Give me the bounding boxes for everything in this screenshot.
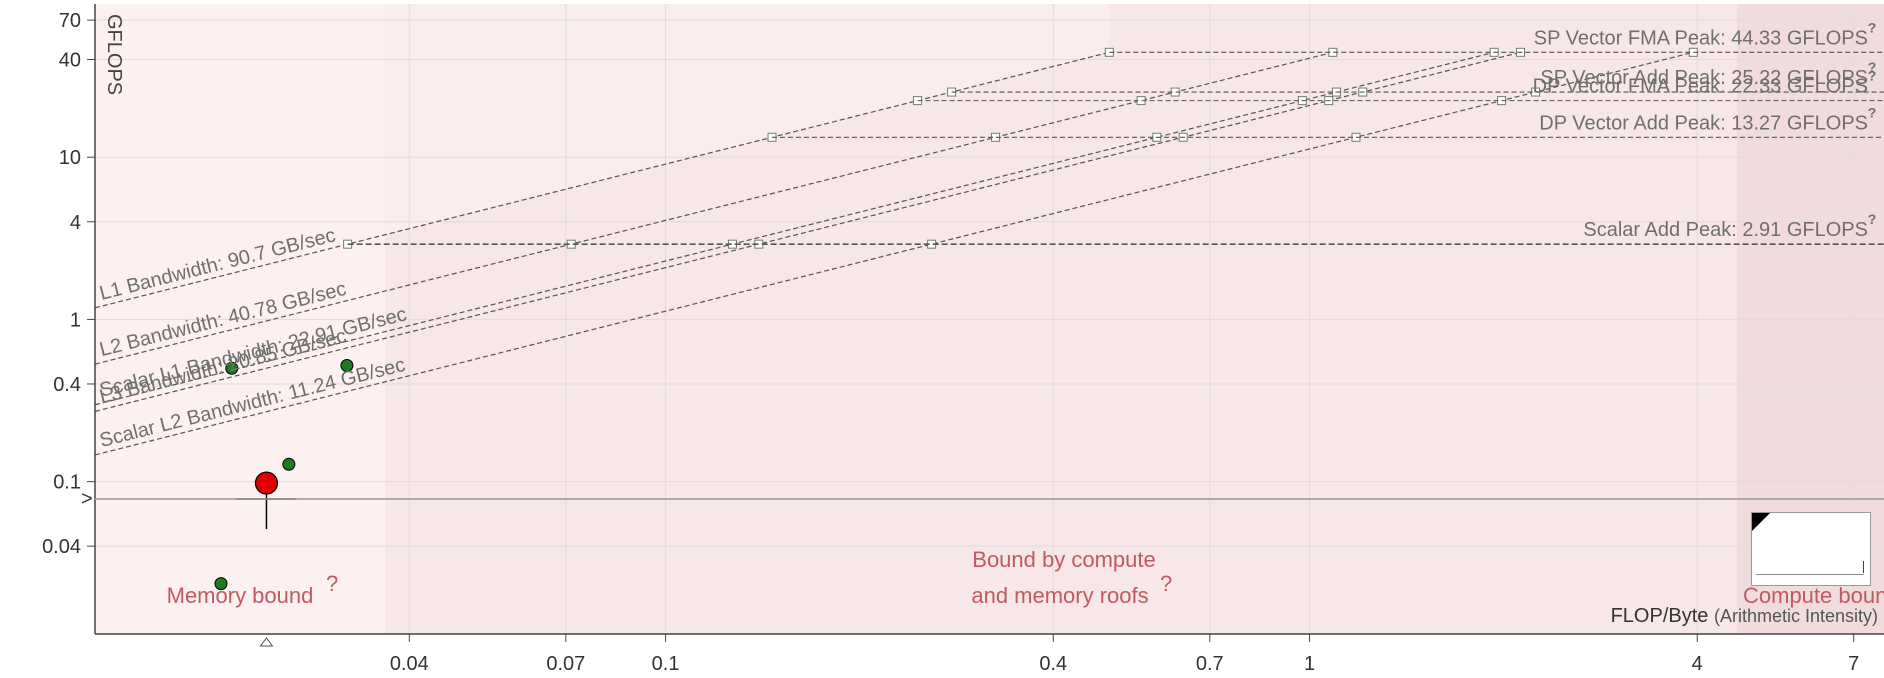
- y-tick-label-1: 1: [70, 309, 81, 331]
- memory-bound-label: Memory bound: [167, 583, 314, 608]
- tick-labels: 0.04 0.07 0.1 0.4 0.7 1 4 7 0.04 0.1 0.4 1 4 10 40 70: [42, 10, 1859, 675]
- y-tick-label-4: 4: [70, 212, 81, 234]
- memory-roof-scalar-l1-bandwidth-22-91-gb-sec[interactable]: [94, 51, 1495, 406]
- roof-help-icon[interactable]: ?: [1868, 19, 1877, 35]
- x-tick-label-0-07: 0.07: [546, 653, 585, 675]
- x-axis-title-paren: (Arithmetic Intensity): [1714, 606, 1878, 626]
- threshold-handle-icon[interactable]: >: [81, 488, 93, 510]
- chart-minimap[interactable]: [1751, 512, 1871, 586]
- mixed-bound-label-line2: and memory roofs: [971, 583, 1148, 608]
- minimap-corner-icon: [1752, 513, 1770, 531]
- memory-roof-scalar-l2-bandwidth-11-24-gb-sec[interactable]: [94, 51, 1694, 456]
- compute-bound-label: Compute bound: [1743, 583, 1884, 608]
- x-tick-label-0-7: 0.7: [1196, 653, 1224, 675]
- y-tick-label-0-04: 0.04: [42, 536, 81, 558]
- data-points[interactable]: >: [81, 358, 1884, 647]
- x-tick-label-0-4: 0.4: [1039, 653, 1067, 675]
- compute-roof-label-sp-vector-add-peak-25-22-gflops: SP Vector Add Peak: 25.22 GFLOPS: [1540, 67, 1868, 89]
- data-point[interactable]: [340, 358, 354, 372]
- y-tick-label-0-1: 0.1: [53, 472, 81, 494]
- memory-roof-l1-bandwidth-90-7-gb-sec[interactable]: [94, 51, 1110, 309]
- memory-bound-help-icon[interactable]: ?: [326, 571, 338, 596]
- roof-lines: [94, 47, 1884, 456]
- roof-help-icon[interactable]: ?: [1868, 59, 1877, 75]
- x-tick-label-7: 7: [1848, 653, 1859, 675]
- memory-roof-l2-bandwidth-40-78-gb-sec[interactable]: [94, 51, 1334, 365]
- data-point[interactable]: [214, 577, 228, 591]
- x-tick-label-1: 1: [1304, 653, 1315, 675]
- selected-data-point[interactable]: [254, 471, 279, 495]
- compute-roof-label-dp-vector-fma-peak-22-33-gflops: DP Vector FMA Peak: 22.33 GFLOPS: [1533, 76, 1868, 98]
- x-tick-label-4: 4: [1692, 653, 1703, 675]
- y-tick-label-70: 70: [59, 10, 81, 32]
- y-tick-label-40: 40: [59, 50, 81, 72]
- mixed-bound-help-icon[interactable]: ?: [1160, 571, 1172, 596]
- compute-roof-label-sp-vector-fma-peak-44-33-gflops: SP Vector FMA Peak: 44.33 GFLOPS: [1534, 27, 1868, 49]
- x-tick-label-0-04: 0.04: [390, 653, 429, 675]
- x-tick-label-0-1: 0.1: [652, 653, 680, 675]
- minimap-marker: [1863, 561, 1864, 573]
- y-tick-label-10: 10: [59, 147, 81, 169]
- y-tick-label-0-4: 0.4: [53, 374, 81, 396]
- roof-help-icon[interactable]: ?: [1868, 68, 1877, 84]
- compute-roof-label-scalar-add-peak-2-91-gflops: Scalar Add Peak: 2.91 GFLOPS: [1583, 219, 1868, 241]
- minimap-axis: [1756, 574, 1864, 575]
- mixed-bound-label-line1: Bound by compute: [972, 547, 1155, 572]
- compute-roof-label-dp-vector-add-peak-13-27-gflops: DP Vector Add Peak: 13.27 GFLOPS: [1539, 112, 1868, 134]
- x-axis-title-main: FLOP/Byte: [1611, 605, 1714, 627]
- roof-help-icon[interactable]: ?: [1868, 211, 1877, 227]
- data-point[interactable]: [225, 361, 239, 375]
- memory-roof-l3-bandwidth-20-85-gb-sec[interactable]: [94, 51, 1521, 412]
- x-slider-handle-icon[interactable]: [259, 637, 274, 647]
- data-point[interactable]: [282, 457, 296, 471]
- roof-help-icon[interactable]: ?: [1868, 104, 1877, 120]
- y-axis-title: GFLOPS: [103, 14, 125, 95]
- x-axis-title: FLOP/Byte (Arithmetic Intensity): [1611, 605, 1878, 627]
- grid-lines: [95, 4, 1884, 634]
